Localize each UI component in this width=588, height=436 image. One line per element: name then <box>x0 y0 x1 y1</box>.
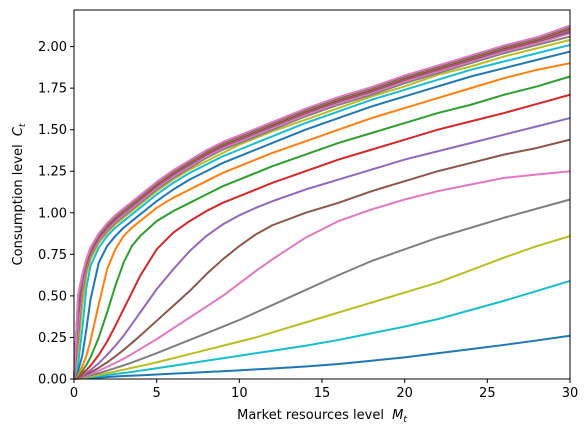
y-tick-label: 0.75 <box>38 248 67 263</box>
series-line-9 <box>73 75 571 380</box>
x-axis-label-text: Market resources level <box>237 408 384 423</box>
y-axis-label-sub: t <box>18 123 28 127</box>
series-line-16 <box>73 30 571 380</box>
x-axis-label-sub: t <box>403 415 407 425</box>
series-line-22 <box>73 25 571 380</box>
x-tick-label: 30 <box>562 386 579 401</box>
y-tick-label: 0.00 <box>38 373 67 388</box>
x-axis-label: Market resources level Mt <box>237 408 407 425</box>
x-axis-ticks: 0 5 10 15 20 25 30 <box>70 379 578 401</box>
x-tick-label: 5 <box>153 386 161 401</box>
series-line-21 <box>73 25 571 380</box>
x-tick-label: 15 <box>314 386 331 401</box>
y-tick-label: 1.25 <box>38 165 67 180</box>
series-line-10 <box>73 62 571 380</box>
x-tick-label: 0 <box>70 386 78 401</box>
series-line-1 <box>73 334 571 380</box>
x-tick-label: 25 <box>479 386 496 401</box>
series-line-8 <box>73 93 571 380</box>
series-line-13 <box>73 38 571 380</box>
series-line-11 <box>73 50 571 380</box>
y-axis-label-var: C <box>11 126 26 136</box>
y-tick-label: 1.75 <box>38 82 67 97</box>
y-tick-label: 1.00 <box>38 206 67 221</box>
x-tick-label: 10 <box>231 386 248 401</box>
series-line-5 <box>73 170 571 380</box>
y-axis-ticks: 0.00 0.25 0.50 0.75 1.00 1.25 1.50 1.75 2.00 <box>38 40 74 388</box>
y-tick-label: 2.00 <box>38 40 67 55</box>
x-tick-label: 20 <box>396 386 413 401</box>
y-tick-label: 0.25 <box>38 331 67 346</box>
series-line-6 <box>73 138 571 380</box>
y-tick-label: 1.50 <box>38 123 67 138</box>
y-tick-label: 0.50 <box>38 289 67 304</box>
series-line-12 <box>73 43 571 380</box>
x-axis-label-var: M <box>392 408 403 423</box>
plot-lines <box>73 24 571 380</box>
series-line-3 <box>73 235 571 380</box>
series-line-23 <box>73 24 571 380</box>
series-line-4 <box>73 198 571 380</box>
series-line-17 <box>73 28 571 380</box>
series-line-7 <box>73 117 571 380</box>
y-axis-label-text: Consumption level <box>11 144 26 265</box>
y-axis-label: Consumption level Ct <box>11 123 28 265</box>
